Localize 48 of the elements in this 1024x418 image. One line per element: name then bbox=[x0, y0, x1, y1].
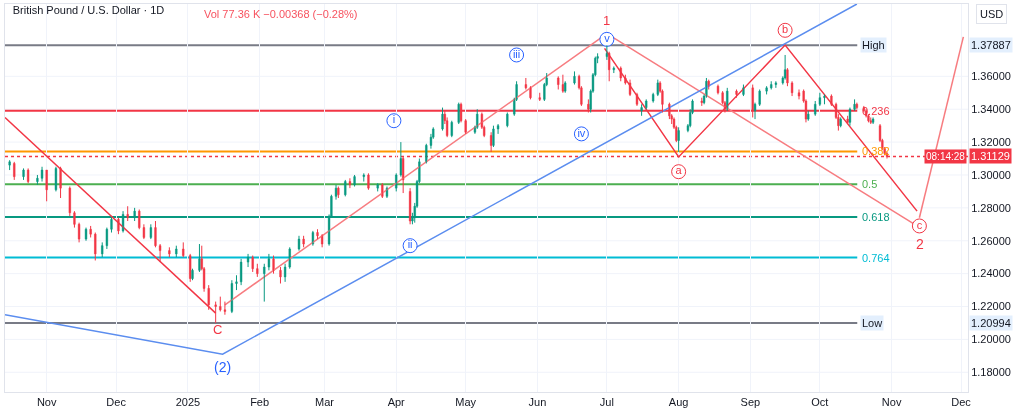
series-label: a bbox=[675, 164, 683, 177]
x-tick-label: Apr bbox=[387, 396, 406, 409]
series-label: i bbox=[392, 113, 396, 126]
x-tick-label: Feb bbox=[250, 396, 270, 409]
y-tick-label: 1.28000 bbox=[971, 201, 1011, 214]
ref-line-label: 1.31129 bbox=[971, 150, 1010, 162]
x-tick-label: Nov bbox=[36, 396, 57, 409]
x-tick-label: Nov bbox=[881, 396, 902, 409]
y-tick-label: 1.26000 bbox=[971, 234, 1011, 247]
series-label: b bbox=[782, 23, 789, 36]
x-tick-label: Sep bbox=[740, 396, 761, 409]
annotation: Low bbox=[862, 317, 883, 329]
y-tick-label: 1.34000 bbox=[971, 103, 1011, 116]
x-tick-label: Oct bbox=[811, 396, 829, 409]
x-tick-label: Aug bbox=[668, 396, 689, 409]
annotation: 08:14:28 bbox=[926, 151, 966, 162]
x-tick-label: Jun bbox=[528, 396, 547, 409]
y-tick-label: 1.32000 bbox=[971, 135, 1011, 148]
chart-title: British Pound / U.S. Dollar · 1D bbox=[12, 3, 165, 16]
y-tick-label: 1.36000 bbox=[971, 70, 1011, 83]
x-tick-label: Jul bbox=[599, 396, 614, 409]
series-label: c bbox=[916, 218, 923, 231]
y-tick-label: 1.20000 bbox=[971, 333, 1011, 346]
annotation: High bbox=[862, 39, 885, 51]
annotation: 2 bbox=[916, 236, 924, 252]
series-label: ii bbox=[407, 238, 413, 251]
y-tick-label: 1.30000 bbox=[971, 168, 1011, 181]
series-label: v bbox=[604, 32, 611, 45]
y-tick-label: 1.22000 bbox=[971, 300, 1011, 313]
annotation: (2) bbox=[214, 359, 232, 375]
x-tick-label: May bbox=[455, 396, 477, 409]
text: 1.37887 bbox=[971, 39, 1011, 51]
annotation: 0.764 bbox=[862, 252, 890, 264]
annotation: 1 bbox=[603, 13, 611, 28]
y-axis-title: USD bbox=[980, 8, 1004, 20]
text: 1.20994 bbox=[971, 317, 1011, 329]
annotation: C bbox=[213, 322, 223, 337]
annotation: 0.5 bbox=[862, 178, 878, 190]
x-tick-label: Dec bbox=[106, 396, 127, 409]
x-tick-label: 2025 bbox=[175, 396, 201, 409]
x-tick-label: Mar bbox=[314, 396, 335, 409]
x-tick-label: Dec bbox=[951, 396, 972, 409]
annotation: 0.618 bbox=[862, 211, 890, 223]
y-tick-label: 1.18000 bbox=[971, 366, 1011, 379]
chart-subtitle: Vol 77.36 K −0.00368 (−0.28%) bbox=[204, 8, 358, 20]
y-tick-label: 1.24000 bbox=[971, 267, 1011, 280]
series-label: iv bbox=[577, 126, 586, 139]
series-label: iii bbox=[512, 47, 521, 60]
